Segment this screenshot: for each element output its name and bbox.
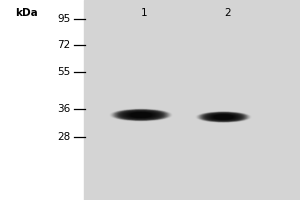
Ellipse shape <box>211 115 236 119</box>
Ellipse shape <box>202 113 244 121</box>
Ellipse shape <box>114 110 168 120</box>
Ellipse shape <box>209 114 238 120</box>
Ellipse shape <box>118 111 164 119</box>
Ellipse shape <box>206 114 242 120</box>
Ellipse shape <box>214 115 233 119</box>
Ellipse shape <box>123 111 159 119</box>
Ellipse shape <box>122 111 160 119</box>
Text: 95: 95 <box>57 14 70 24</box>
Ellipse shape <box>207 114 240 120</box>
Ellipse shape <box>202 113 245 121</box>
Text: 36: 36 <box>57 104 70 114</box>
Text: 55: 55 <box>57 67 70 77</box>
Ellipse shape <box>126 112 156 118</box>
Ellipse shape <box>215 115 232 119</box>
Ellipse shape <box>128 113 154 117</box>
Ellipse shape <box>210 114 237 120</box>
FancyBboxPatch shape <box>84 0 300 200</box>
Ellipse shape <box>203 113 244 121</box>
Text: 72: 72 <box>57 40 70 50</box>
Ellipse shape <box>113 110 169 120</box>
Ellipse shape <box>125 112 157 118</box>
Ellipse shape <box>213 115 234 119</box>
Ellipse shape <box>117 110 165 120</box>
Text: 1: 1 <box>141 8 147 18</box>
Ellipse shape <box>121 111 161 119</box>
Ellipse shape <box>111 109 171 121</box>
Ellipse shape <box>212 115 235 119</box>
Ellipse shape <box>124 112 158 118</box>
Ellipse shape <box>129 113 153 117</box>
Ellipse shape <box>197 112 250 122</box>
Ellipse shape <box>116 110 166 120</box>
Ellipse shape <box>119 111 163 119</box>
Ellipse shape <box>205 113 242 121</box>
Text: kDa: kDa <box>15 8 38 18</box>
Ellipse shape <box>201 113 246 121</box>
Ellipse shape <box>115 110 167 120</box>
Ellipse shape <box>130 113 152 117</box>
Ellipse shape <box>127 112 155 118</box>
Text: 28: 28 <box>57 132 70 142</box>
Ellipse shape <box>112 109 170 121</box>
Ellipse shape <box>206 114 241 120</box>
Ellipse shape <box>200 112 247 122</box>
Ellipse shape <box>131 113 151 117</box>
Ellipse shape <box>198 112 249 122</box>
Text: 2: 2 <box>225 8 231 18</box>
Ellipse shape <box>199 112 248 122</box>
Ellipse shape <box>208 114 239 120</box>
